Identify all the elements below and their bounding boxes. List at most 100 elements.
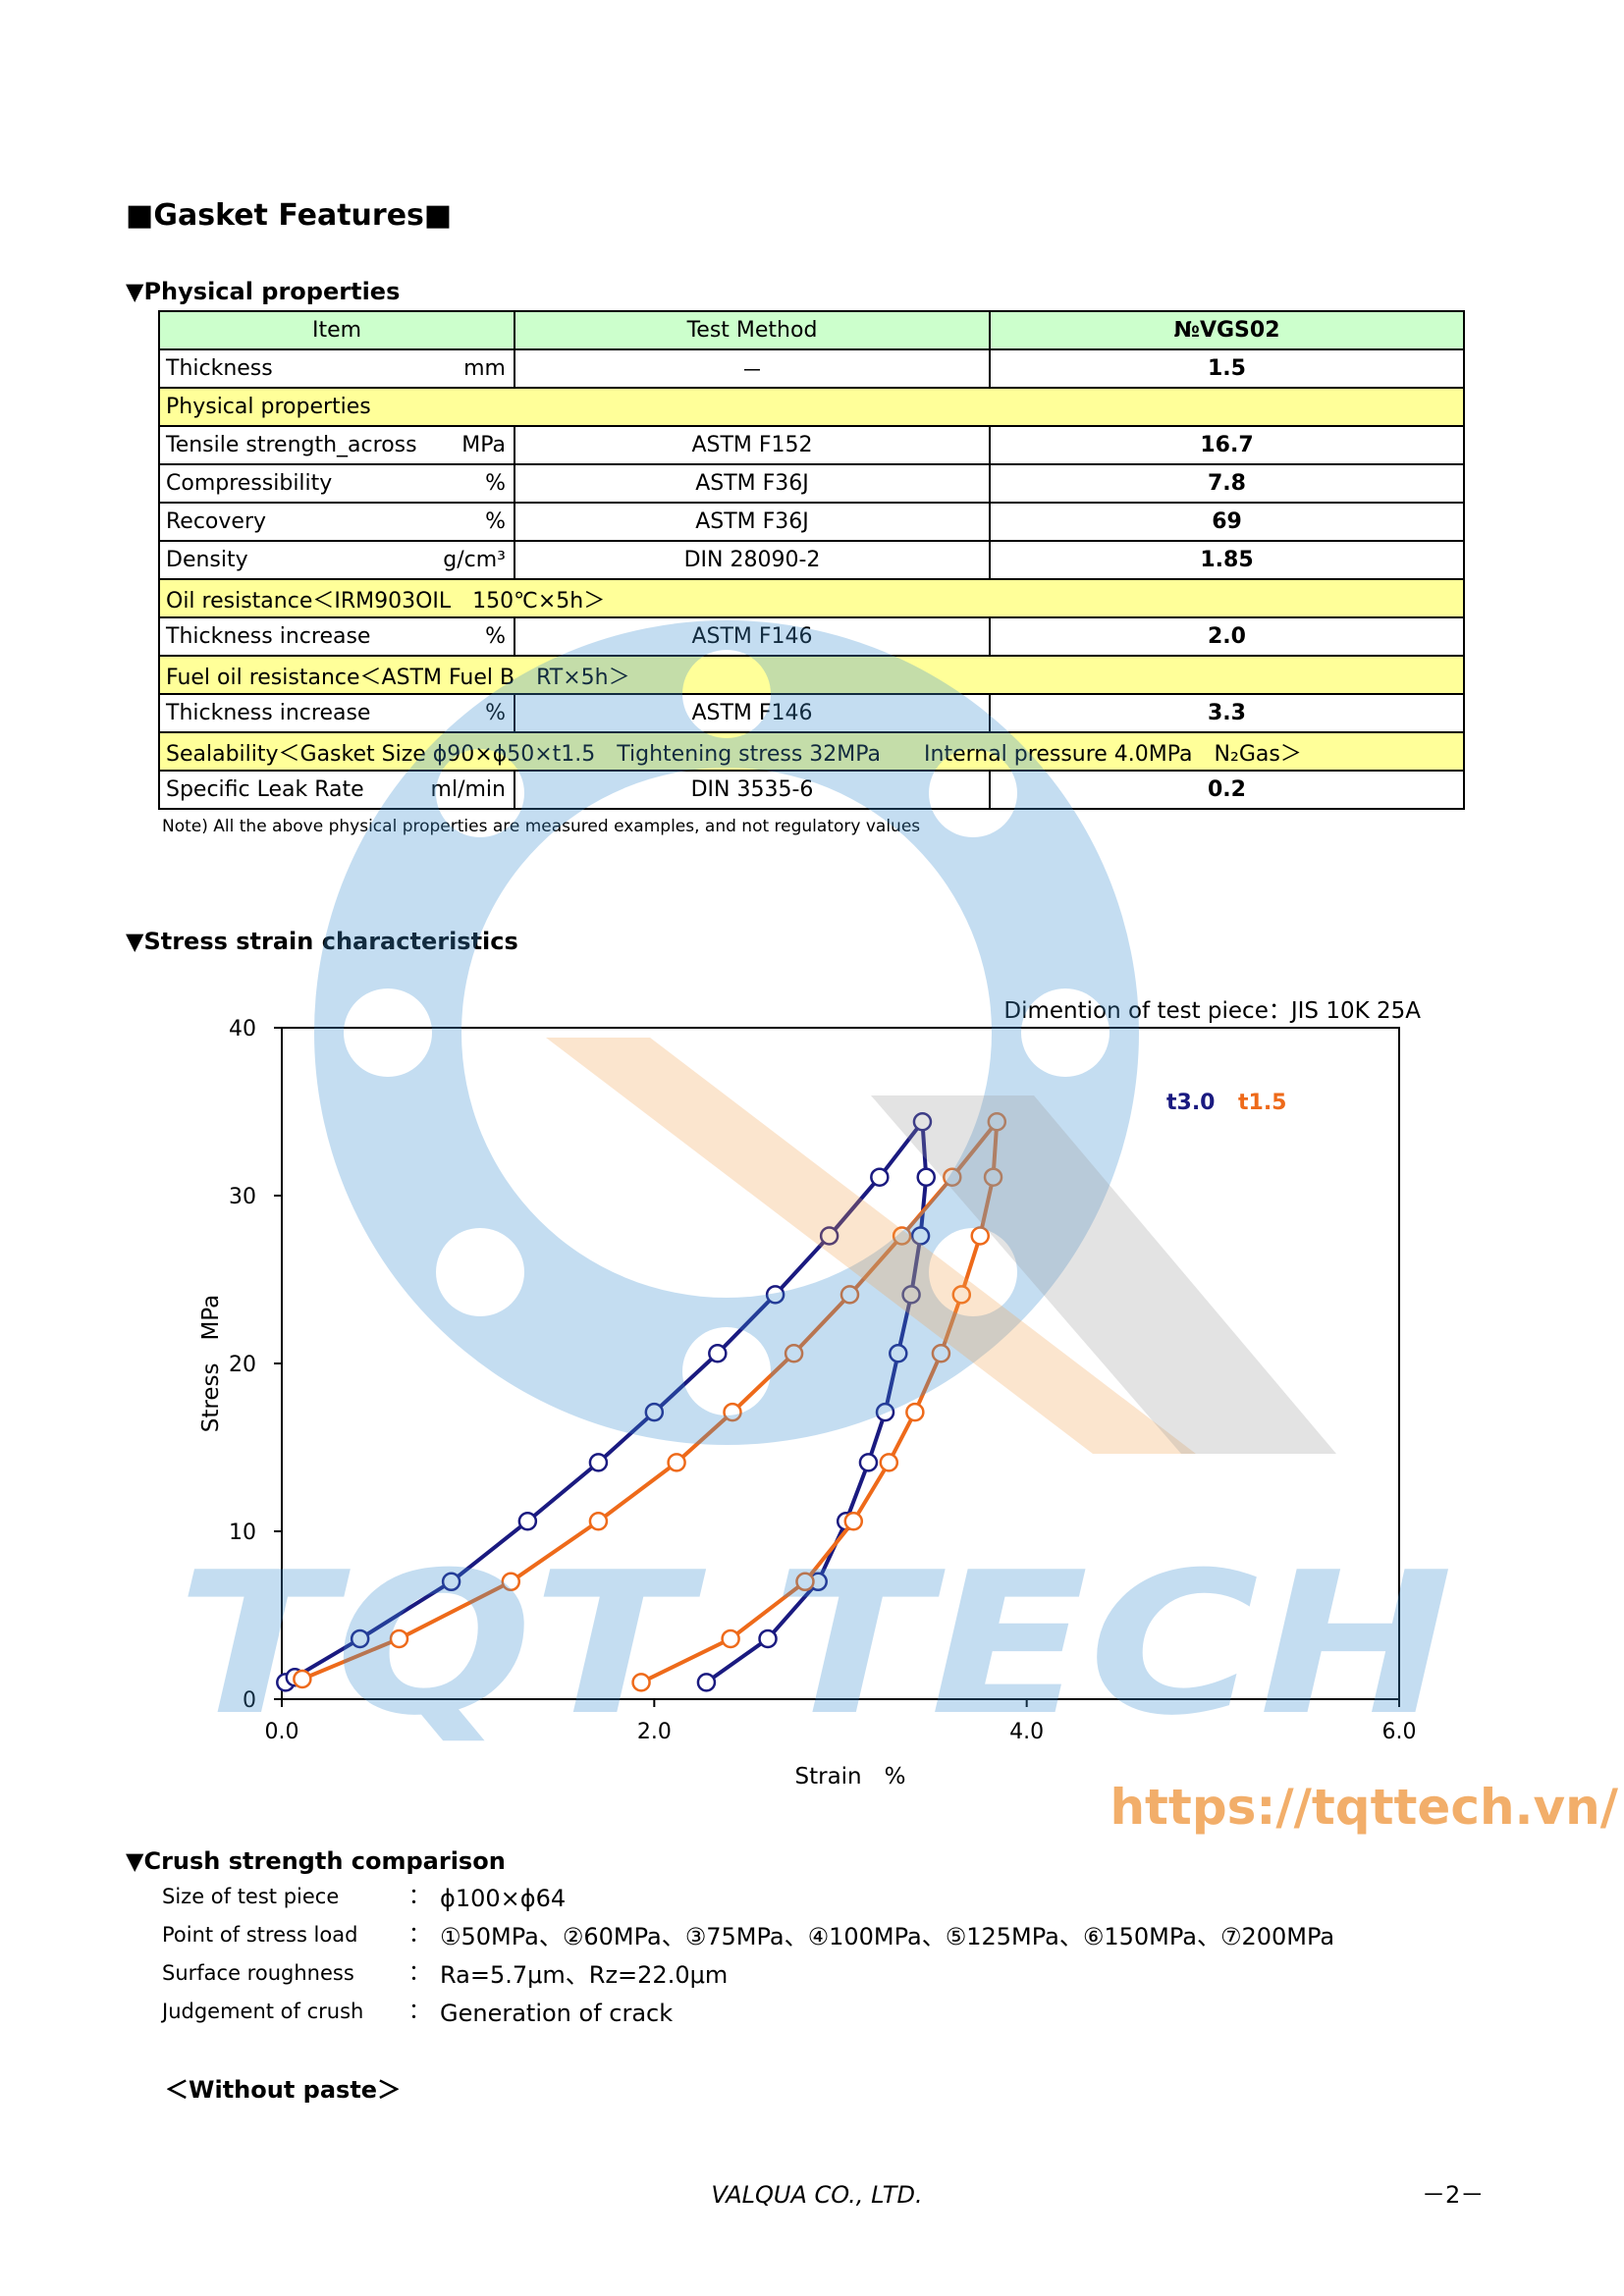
y-tick-label: 10	[229, 1521, 256, 1545]
point	[293, 1669, 312, 1689]
footer-company: VALQUA CO., LTD.	[711, 2181, 923, 2209]
point	[892, 1226, 912, 1246]
y-tick-label: 0	[243, 1688, 256, 1713]
point	[667, 1453, 686, 1472]
crush-value: ①50MPa、②60MPa、③75MPa、④100MPa、⑤125MPa、⑥15…	[440, 1923, 1335, 1950]
point	[588, 1453, 609, 1472]
section-row: Sealability＜Gasket Size ϕ90×ϕ50×t1.5 Tig…	[158, 731, 1465, 772]
point	[441, 1572, 461, 1592]
item-name: Compressibility	[166, 471, 333, 496]
point	[819, 1226, 839, 1246]
x-tick-label: 4.0	[1009, 1720, 1044, 1744]
item-name: Density	[166, 548, 248, 572]
point	[795, 1572, 815, 1592]
legend-label: t1.5	[1238, 1091, 1287, 1115]
header-cell: Test Method	[514, 310, 991, 350]
point	[765, 1285, 785, 1305]
point	[723, 1402, 742, 1422]
crush-label: Point of stress load	[162, 1923, 358, 1947]
crush-value: Generation of crack	[440, 2000, 674, 2027]
point	[879, 1453, 899, 1472]
note: Note) All the above physical properties …	[162, 817, 921, 836]
page-number: －2－	[1422, 2181, 1485, 2209]
crush-sep: ：	[408, 2000, 431, 2024]
item-unit: %	[485, 509, 506, 534]
point	[784, 1343, 804, 1363]
point	[631, 1673, 651, 1692]
y-tick-label: 20	[229, 1353, 256, 1377]
point	[983, 1167, 1003, 1187]
item-name: Thickness increase	[166, 701, 371, 725]
crush-value: ϕ100×ϕ64	[440, 1885, 567, 1912]
point	[839, 1285, 860, 1305]
x-tick-label: 6.0	[1382, 1720, 1417, 1744]
point	[987, 1112, 1007, 1132]
item-unit: ml/min	[430, 777, 506, 802]
point	[588, 1511, 609, 1531]
section-row: Physical properties	[158, 387, 1465, 427]
point	[951, 1285, 972, 1305]
x-axis-label: Strain %	[795, 1764, 906, 1789]
value-cell: 0.2	[989, 770, 1465, 810]
point	[644, 1402, 665, 1422]
point	[708, 1343, 728, 1363]
legend-label: t3.0	[1166, 1091, 1216, 1115]
item-cell: Thickness increase%	[158, 693, 515, 733]
point	[758, 1629, 778, 1649]
item-unit: %	[485, 701, 506, 725]
point	[905, 1402, 925, 1422]
method-cell: DIN 3535-6	[514, 770, 991, 810]
point	[517, 1511, 538, 1531]
crush-value: Ra=5.7μm、Rz=22.0μm	[440, 1961, 729, 1989]
crush-label: Surface roughness	[162, 1961, 354, 1985]
point	[696, 1673, 717, 1692]
item-unit: %	[485, 624, 506, 649]
section-heading: ▼Crush strength comparison	[126, 1847, 506, 1875]
item-name: Recovery	[166, 509, 267, 534]
point	[721, 1629, 740, 1649]
annotation: Dimention of test piece：JIS 10K 25A	[1003, 998, 1421, 1024]
y-axis-label: Stress MPa	[198, 1295, 224, 1432]
point	[889, 1343, 908, 1363]
page-title: ■Gasket Features■	[126, 198, 453, 233]
point	[843, 1511, 864, 1531]
series-line	[301, 1119, 1000, 1684]
item-name: Specific Leak Rate	[166, 777, 364, 802]
item-name: Thickness increase	[166, 624, 371, 649]
section-heading: ▼Physical properties	[126, 278, 401, 305]
crush-sep: ：	[408, 1885, 431, 1909]
point	[858, 1453, 879, 1472]
crush-label: Judgement of crush	[162, 2000, 364, 2023]
point	[916, 1167, 936, 1187]
item-unit: g/cm³	[443, 548, 506, 572]
sub-heading: ＜Without paste＞	[165, 2076, 402, 2104]
item-unit: mm	[463, 356, 506, 381]
plot-area	[281, 1027, 1400, 1700]
y-tick-label: 40	[229, 1017, 256, 1041]
point	[970, 1226, 990, 1246]
y-tick-label: 30	[229, 1185, 256, 1209]
point	[870, 1167, 890, 1187]
point	[912, 1112, 933, 1132]
point	[389, 1629, 409, 1649]
crush-sep: ：	[408, 1961, 431, 1986]
x-tick-label: 0.0	[265, 1720, 299, 1744]
x-tick-label: 2.0	[637, 1720, 672, 1744]
item-unit: %	[485, 471, 506, 496]
item-name: Tensile strength_across	[166, 433, 417, 457]
point	[943, 1167, 962, 1187]
section-heading: ▼Stress strain characteristics	[126, 928, 518, 955]
series-line	[284, 1119, 929, 1684]
item-name: Thickness	[166, 356, 273, 381]
crush-label: Size of test piece	[162, 1885, 340, 1908]
point	[901, 1285, 921, 1305]
point	[910, 1226, 931, 1246]
point	[350, 1629, 370, 1649]
point	[931, 1343, 951, 1363]
crush-sep: ：	[408, 1923, 431, 1948]
item-unit: MPa	[461, 433, 506, 457]
point	[501, 1572, 521, 1592]
point	[875, 1402, 895, 1422]
